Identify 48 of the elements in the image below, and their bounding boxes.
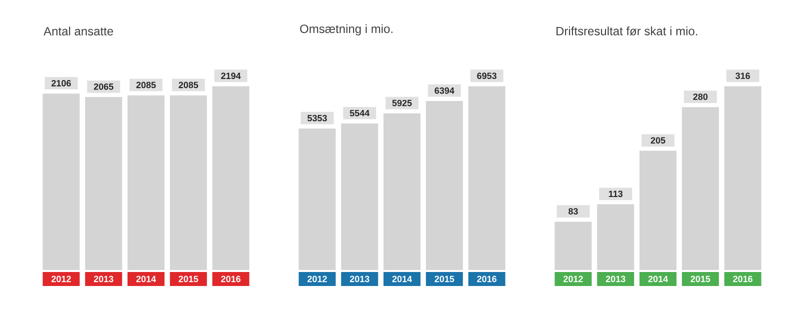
- x-tick-label: 2013: [94, 276, 114, 282]
- data-label: 5544: [350, 110, 370, 116]
- bar: [42, 94, 80, 270]
- chart-title: Driftsresultat før skat i mio.: [556, 26, 698, 36]
- bar: [384, 113, 421, 270]
- x-tick-label: 2016: [221, 276, 240, 282]
- bar: [682, 107, 719, 270]
- bar: [554, 222, 592, 270]
- x-tick-label: 2012: [308, 276, 327, 282]
- chart-title: Omsætning i mio.: [300, 24, 392, 36]
- data-label: 2085: [136, 82, 156, 88]
- x-tick-label: 2013: [350, 276, 370, 282]
- data-label: 2106: [52, 80, 71, 86]
- x-tick-label: 2015: [434, 276, 454, 282]
- data-label: 5925: [392, 100, 412, 106]
- data-label: 2065: [94, 83, 114, 90]
- x-tick-label: 2012: [564, 276, 583, 282]
- data-label: 316: [735, 72, 750, 80]
- bar: [212, 86, 250, 270]
- x-tick-label: 2014: [392, 276, 412, 282]
- x-tick-label: 2012: [52, 276, 71, 282]
- bar: [85, 97, 122, 270]
- x-tick-label: 2016: [477, 276, 496, 282]
- x-tick-label: 2013: [606, 276, 626, 282]
- data-label: 83: [568, 208, 578, 215]
- data-label: 2085: [178, 82, 198, 88]
- x-tick-label: 2014: [648, 276, 668, 282]
- data-label: 6394: [434, 87, 454, 94]
- bar: [341, 123, 378, 270]
- bar: [426, 101, 463, 270]
- bar: [128, 95, 165, 270]
- data-label: 280: [693, 94, 708, 100]
- data-label: 5353: [307, 114, 327, 122]
- x-tick-label: 2016: [733, 276, 752, 282]
- data-label: 6953: [477, 72, 496, 80]
- x-tick-label: 2015: [690, 276, 710, 282]
- x-tick-label: 2014: [136, 276, 156, 282]
- bar: [170, 95, 207, 270]
- data-label: 113: [608, 190, 623, 198]
- bar: [640, 150, 676, 270]
- x-tick-label: 2015: [178, 276, 198, 282]
- chart-title: Antal ansatte: [44, 26, 114, 36]
- bar: [298, 128, 336, 270]
- bar: [597, 204, 634, 270]
- data-label: 2194: [221, 72, 241, 80]
- bar: [724, 86, 762, 270]
- bar: [468, 86, 506, 270]
- data-label: 205: [650, 137, 666, 144]
